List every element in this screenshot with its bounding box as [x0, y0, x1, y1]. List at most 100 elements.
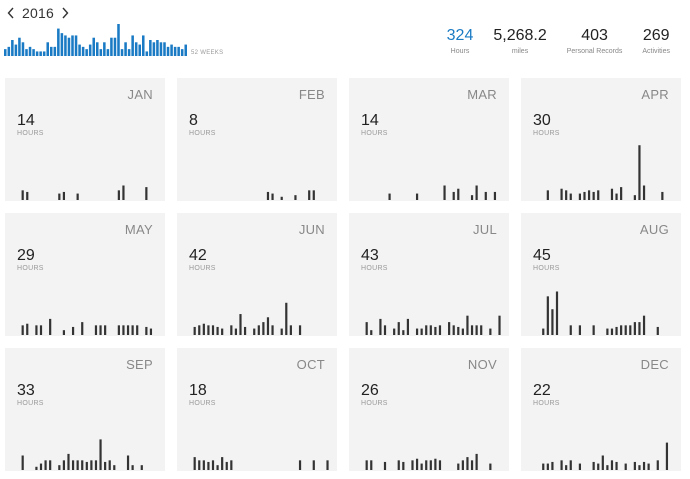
weekly-bar: [85, 49, 88, 56]
daily-bar: [271, 193, 274, 200]
daily-bar: [578, 325, 582, 335]
daily-bar: [638, 322, 641, 335]
month-card-nov[interactable]: NOV 26 HOURS: [349, 348, 509, 471]
chevron-right-icon[interactable]: [58, 3, 72, 23]
daily-bar: [606, 328, 609, 335]
daily-bar: [434, 458, 437, 470]
daily-bar: [145, 326, 148, 335]
month-card-jan[interactable]: JAN 14 HOURS: [5, 78, 165, 201]
month-card-apr[interactable]: APR 30 HOURS: [521, 78, 681, 201]
weekly-bar: [28, 46, 32, 56]
month-card-mar[interactable]: MAR 14 HOURS: [349, 78, 509, 201]
daily-bar: [211, 325, 215, 335]
daily-bar: [221, 328, 224, 335]
daily-bar: [415, 458, 419, 470]
daily-hours-chart: [17, 410, 159, 470]
daily-bar: [498, 315, 501, 335]
weekly-bar: [177, 46, 180, 56]
weekly-bar: [21, 42, 25, 56]
daily-bar: [108, 460, 111, 470]
month-hours-value: 18: [189, 382, 207, 399]
daily-bar: [298, 460, 302, 470]
daily-bar: [397, 460, 400, 470]
daily-bar: [411, 460, 414, 470]
daily-bar: [294, 195, 297, 200]
month-hours-value: 33: [17, 382, 35, 399]
daily-bar: [26, 323, 29, 335]
daily-bar: [243, 326, 247, 335]
daily-bar: [475, 453, 478, 470]
daily-bar: [49, 318, 52, 335]
daily-bar: [198, 460, 201, 470]
daily-bar: [393, 328, 396, 335]
stat-personal-records: 403 Personal Records: [567, 26, 623, 57]
month-card-may[interactable]: MAY 29 HOURS: [5, 213, 165, 336]
daily-hours-chart: [189, 410, 331, 470]
daily-bar: [216, 465, 219, 470]
daily-bar: [592, 461, 595, 470]
daily-bar: [551, 309, 554, 335]
stat-hours: 324 Hours: [447, 26, 474, 57]
daily-bar: [452, 191, 455, 200]
daily-hours-chart: [361, 140, 503, 200]
month-card-dec[interactable]: DEC 22 HOURS: [521, 348, 681, 471]
daily-bar: [578, 463, 582, 470]
daily-bar: [271, 325, 274, 335]
daily-bar: [383, 461, 387, 470]
daily-bar: [620, 187, 623, 200]
month-card-oct[interactable]: OCT 18 HOURS: [177, 348, 337, 471]
daily-bar: [601, 455, 604, 470]
weekly-hours-chart: [4, 24, 187, 56]
daily-bar: [230, 460, 233, 470]
weekly-bar: [57, 28, 60, 56]
daily-bar: [466, 457, 469, 470]
daily-bar: [434, 326, 437, 335]
month-name: APR: [641, 87, 669, 102]
daily-bar: [326, 460, 329, 470]
weekly-bar: [42, 51, 46, 56]
daily-bar: [149, 328, 153, 335]
weekly-bar: [180, 49, 184, 56]
month-card-feb[interactable]: FEB 8 HOURS: [177, 78, 337, 201]
daily-bar: [26, 191, 29, 200]
weekly-bar: [149, 40, 152, 56]
daily-bar: [221, 457, 224, 470]
year-stats: 324 Hours 5,268.2 miles 403 Personal Rec…: [427, 26, 670, 57]
daily-bar: [624, 463, 627, 470]
weekly-bar: [134, 42, 138, 56]
month-card-jul[interactable]: JUL 43 HOURS: [349, 213, 509, 336]
daily-bar: [58, 193, 61, 200]
month-card-aug[interactable]: AUG 45 HOURS: [521, 213, 681, 336]
daily-bar: [415, 328, 419, 335]
daily-bar: [592, 325, 595, 335]
daily-bar: [225, 461, 228, 470]
daily-bar: [35, 325, 38, 335]
daily-bar: [49, 460, 52, 470]
month-hours-label: HOURS: [189, 400, 216, 407]
daily-bar: [262, 322, 265, 335]
daily-bar: [230, 325, 233, 335]
daily-bar: [122, 325, 125, 335]
daily-bar: [438, 325, 442, 335]
chevron-left-icon[interactable]: [4, 3, 18, 23]
month-hours-value: 8: [189, 112, 198, 129]
daily-bar: [370, 330, 373, 335]
month-card-jun[interactable]: JUN 42 HOURS: [177, 213, 337, 336]
weekly-bar: [173, 46, 177, 56]
month-hours-value: 22: [533, 382, 551, 399]
stat-label: miles: [511, 48, 529, 55]
weekly-bar: [170, 44, 173, 56]
daily-hours-chart: [533, 410, 675, 470]
daily-bar: [610, 188, 614, 200]
daily-bar: [489, 463, 492, 470]
weeks-label: 52 WEEKS: [191, 50, 224, 56]
daily-bar: [202, 460, 205, 470]
daily-bar: [365, 322, 368, 335]
daily-bar: [406, 318, 410, 335]
month-card-sep[interactable]: SEP 33 HOURS: [5, 348, 165, 471]
daily-bar: [104, 461, 107, 470]
daily-bar: [452, 325, 455, 335]
month-grid: JAN 14 HOURS FEB 8 HOURS MAR 14 HOURS APR 30 HOURS M…: [5, 78, 681, 471]
month-name: MAR: [467, 87, 497, 102]
daily-bar: [117, 190, 120, 200]
